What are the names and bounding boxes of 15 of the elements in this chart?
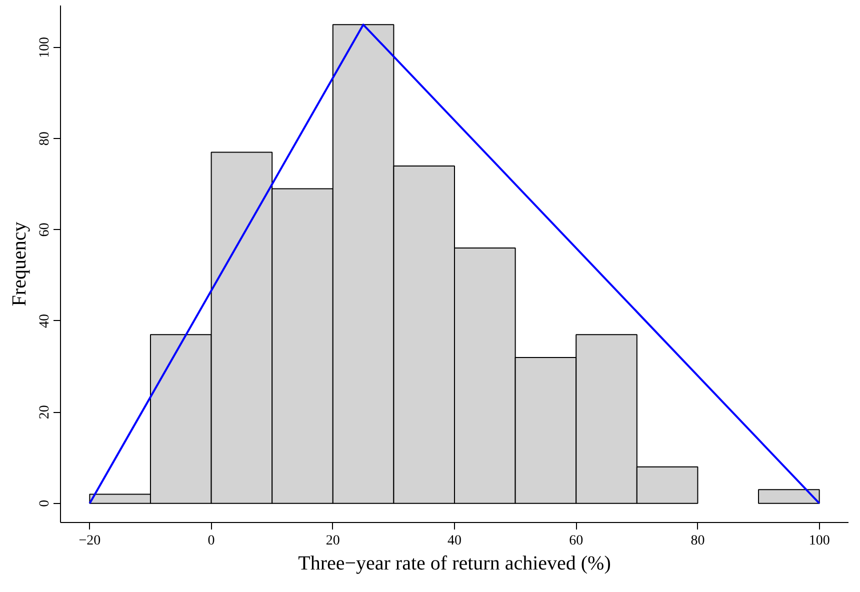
x-tick-label: −20 [78,534,101,548]
y-tick-label: 40 [38,314,52,328]
x-tick-label: 40 [448,534,462,548]
x-tick-label: 0 [208,534,215,548]
y-tick-label: 20 [38,405,52,420]
y-tick-label: 0 [38,500,52,507]
y-tick-label: 100 [38,36,52,58]
x-tick-label: 100 [808,534,830,548]
x-tick-label: 80 [690,534,705,548]
x-tick-label: 20 [326,534,340,548]
x-axis-title: Three−year rate of return achieved (%) [298,552,611,574]
y-tick-label: 80 [38,132,52,146]
x-tick-label: 60 [569,534,584,548]
y-tick-label: 60 [38,222,52,237]
y-axis-title: Frequency [8,222,30,306]
